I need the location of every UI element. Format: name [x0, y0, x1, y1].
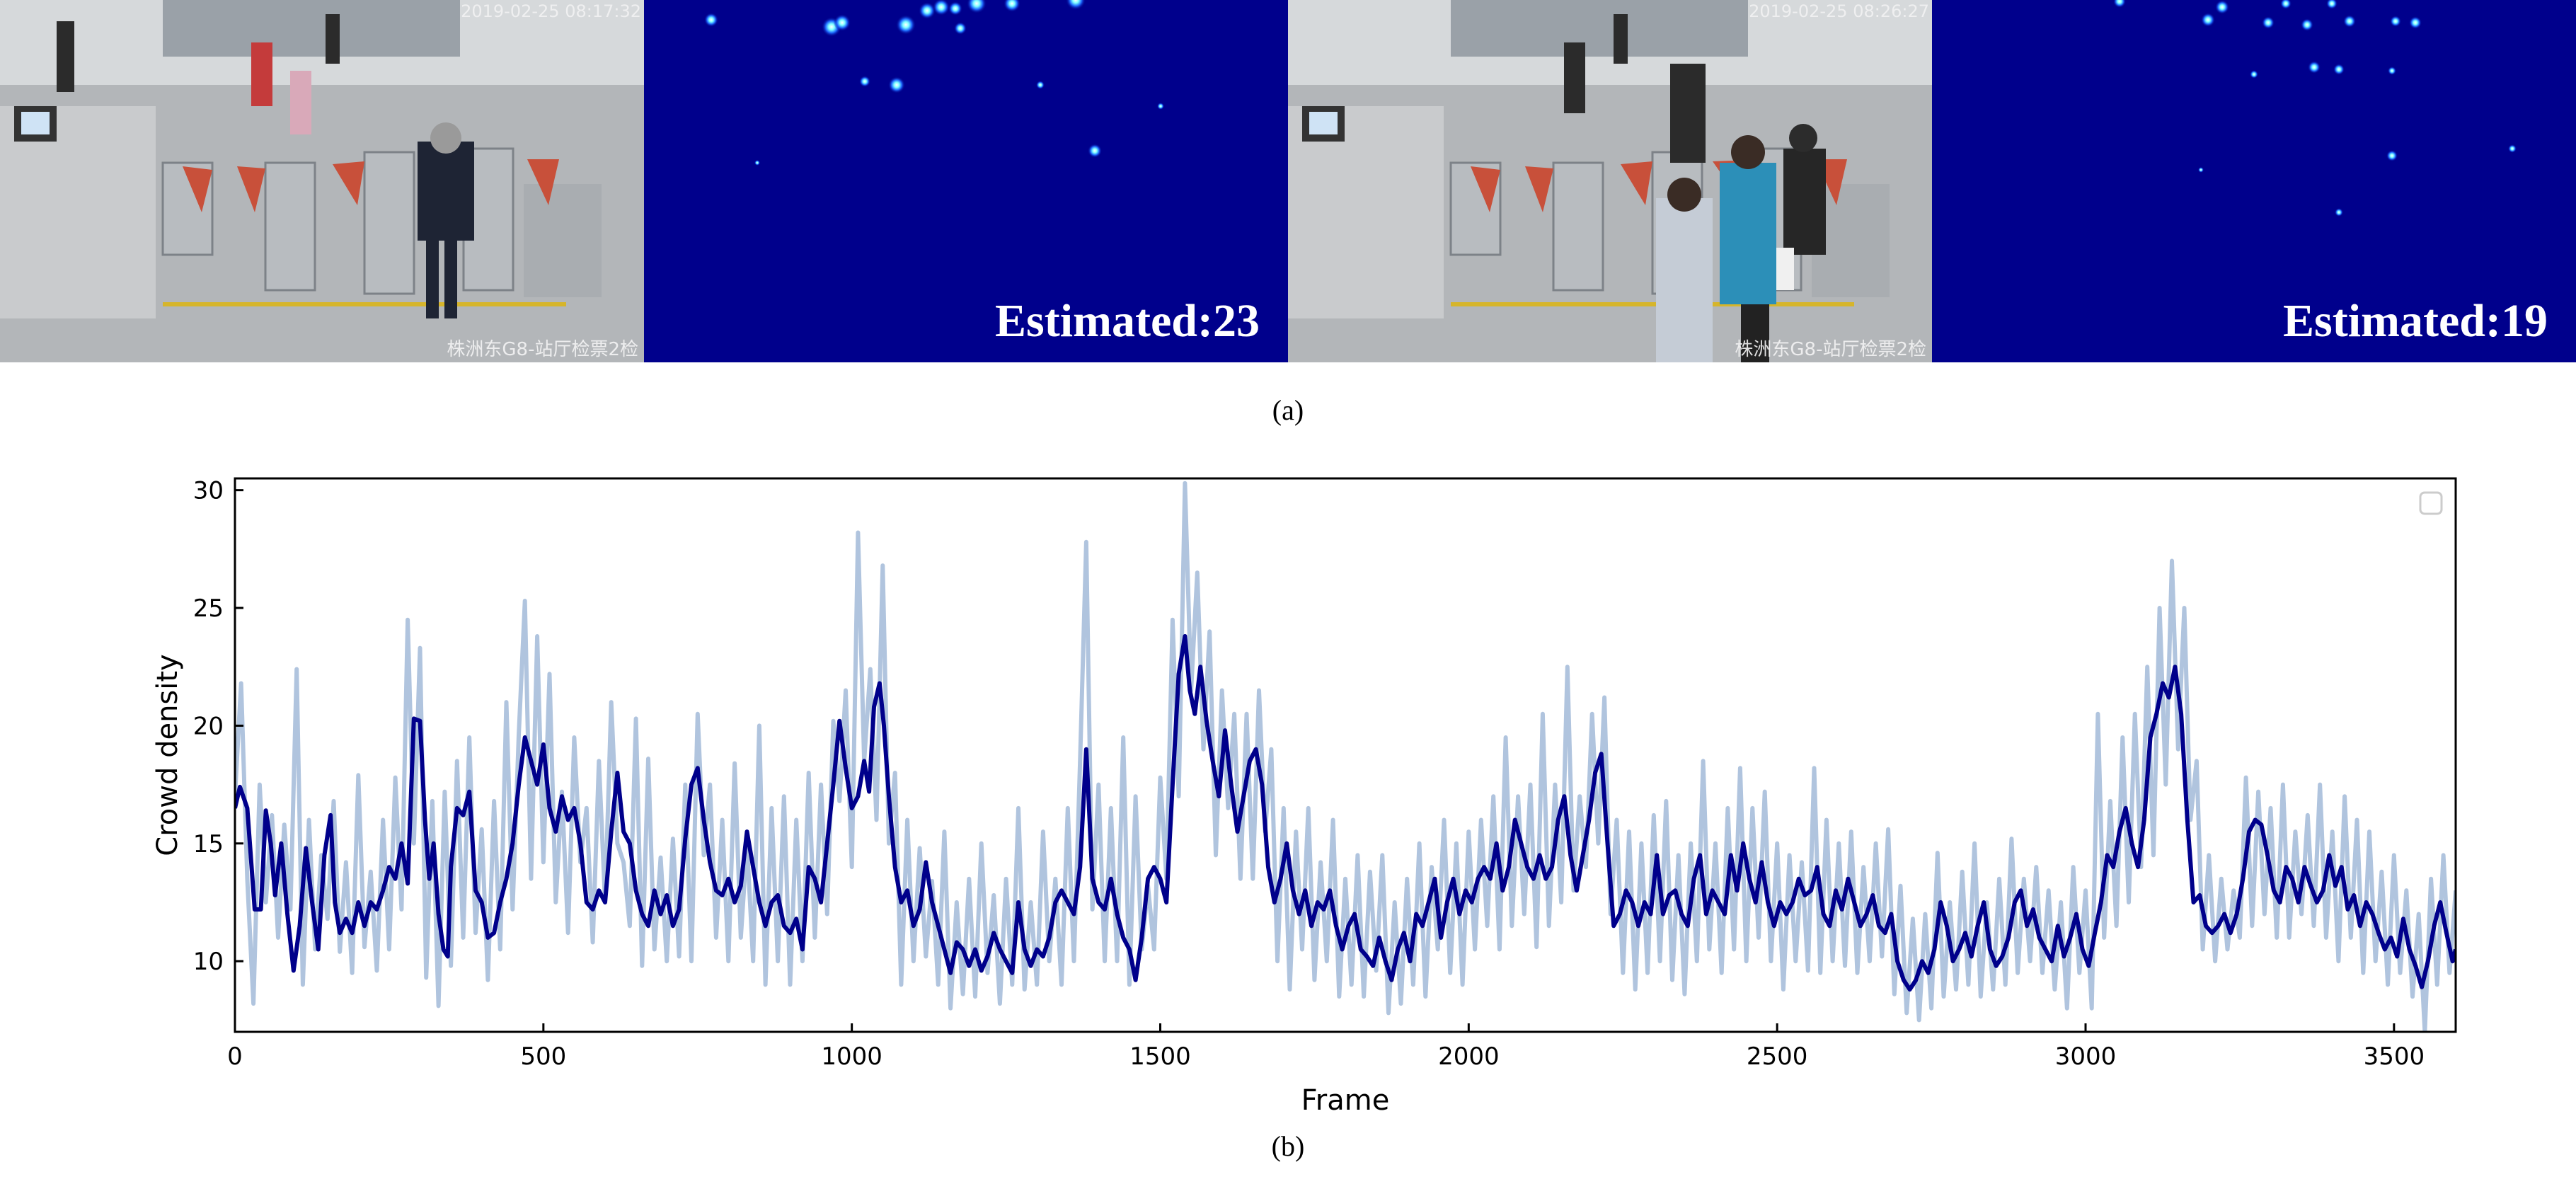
y-axis-label: Crowd density: [151, 654, 184, 856]
x-axis-label: Frame: [1301, 1084, 1390, 1117]
cctv-frame-1: 2019-02-25 08:17:32 株洲东G8-站厅检票2检: [0, 0, 644, 362]
density-blobs-1: [704, 0, 1164, 166]
y-tick-label: 20: [193, 712, 224, 740]
density-map-2: Estimated:19: [1932, 0, 2576, 362]
y-tick-label: 15: [193, 830, 224, 858]
x-axis: 0 500 1000 1500 2000 2500 3000 3500: [227, 1023, 2425, 1071]
estimated-count-1: Estimated:23: [995, 295, 1260, 347]
x-tick-label: 2000: [1438, 1042, 1500, 1071]
smoothed-density-series: [235, 634, 2456, 992]
x-tick-label: 1000: [821, 1042, 882, 1071]
plot-frame: [234, 477, 2457, 1033]
crowd-density-chart: 0 500 1000 1500 2000 2500 3000 3500 1015202530 …: [151, 477, 2457, 1117]
density-map-1: Estimated:23: [644, 0, 1288, 362]
x-tick-label: 1500: [1129, 1042, 1191, 1071]
raw-density-series: [235, 481, 2456, 1032]
raw-density-line: [235, 481, 2456, 1032]
caption-a: (a): [1272, 394, 1304, 426]
x-tick-label: 2500: [1747, 1042, 1808, 1071]
x-tick-label: 3000: [2055, 1042, 2117, 1071]
smoothed-density-line: [235, 634, 2456, 992]
cctv-scene-1: [0, 0, 644, 362]
y-tick-label: 30: [193, 477, 224, 505]
cctv-frame-2: 2019-02-25 08:26:27 株洲东G8-站厅检票2检: [1288, 0, 1932, 362]
x-tick-label: 0: [227, 1042, 243, 1071]
x-tick-label: 500: [520, 1042, 566, 1071]
x-tick-label: 3500: [2364, 1042, 2425, 1071]
panel-a: 2019-02-25 08:17:32 株洲东G8-站厅检票2检: [0, 0, 2576, 362]
cctv-scene-2: [1288, 0, 1932, 362]
y-axis: 10 15 20 25 30: [193, 477, 243, 976]
cctv-timestamp-2: 2019-02-25 08:26:27: [1749, 1, 1929, 21]
cctv-location-1: 株洲东G8-站厅检票2检: [447, 339, 638, 360]
estimated-count-2: Estimated:19: [2283, 295, 2548, 347]
caption-b: (b): [1271, 1130, 1305, 1162]
y-tick-label: 10: [193, 948, 224, 976]
density-blobs-2: [2113, 0, 2517, 217]
cctv-location-2: 株洲东G8-站厅检票2检: [1735, 339, 1926, 360]
cctv-timestamp-1: 2019-02-25 08:17:32: [461, 1, 641, 21]
y-tick-label: 25: [193, 594, 224, 623]
legend-box: [2419, 491, 2443, 515]
